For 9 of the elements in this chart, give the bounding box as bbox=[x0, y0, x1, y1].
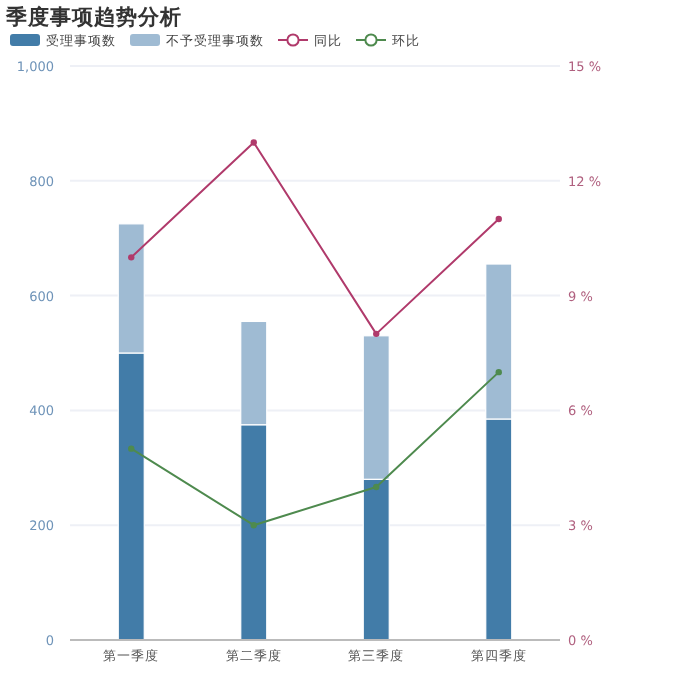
point bbox=[128, 254, 135, 261]
point bbox=[250, 139, 257, 146]
point bbox=[250, 522, 257, 529]
point bbox=[495, 368, 502, 376]
chart-title: 季度事项趋势分析 bbox=[4, 4, 182, 30]
point bbox=[128, 445, 135, 452]
point bbox=[495, 215, 502, 223]
point bbox=[373, 483, 380, 491]
point bbox=[373, 330, 380, 338]
